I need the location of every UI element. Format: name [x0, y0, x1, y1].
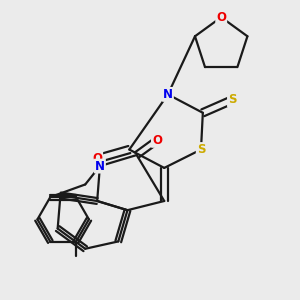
Text: O: O [92, 152, 102, 165]
Text: S: S [197, 143, 205, 156]
Text: O: O [152, 134, 162, 147]
Text: O: O [216, 11, 226, 24]
Text: S: S [228, 93, 236, 106]
Text: N: N [95, 160, 105, 172]
Text: N: N [163, 88, 173, 101]
